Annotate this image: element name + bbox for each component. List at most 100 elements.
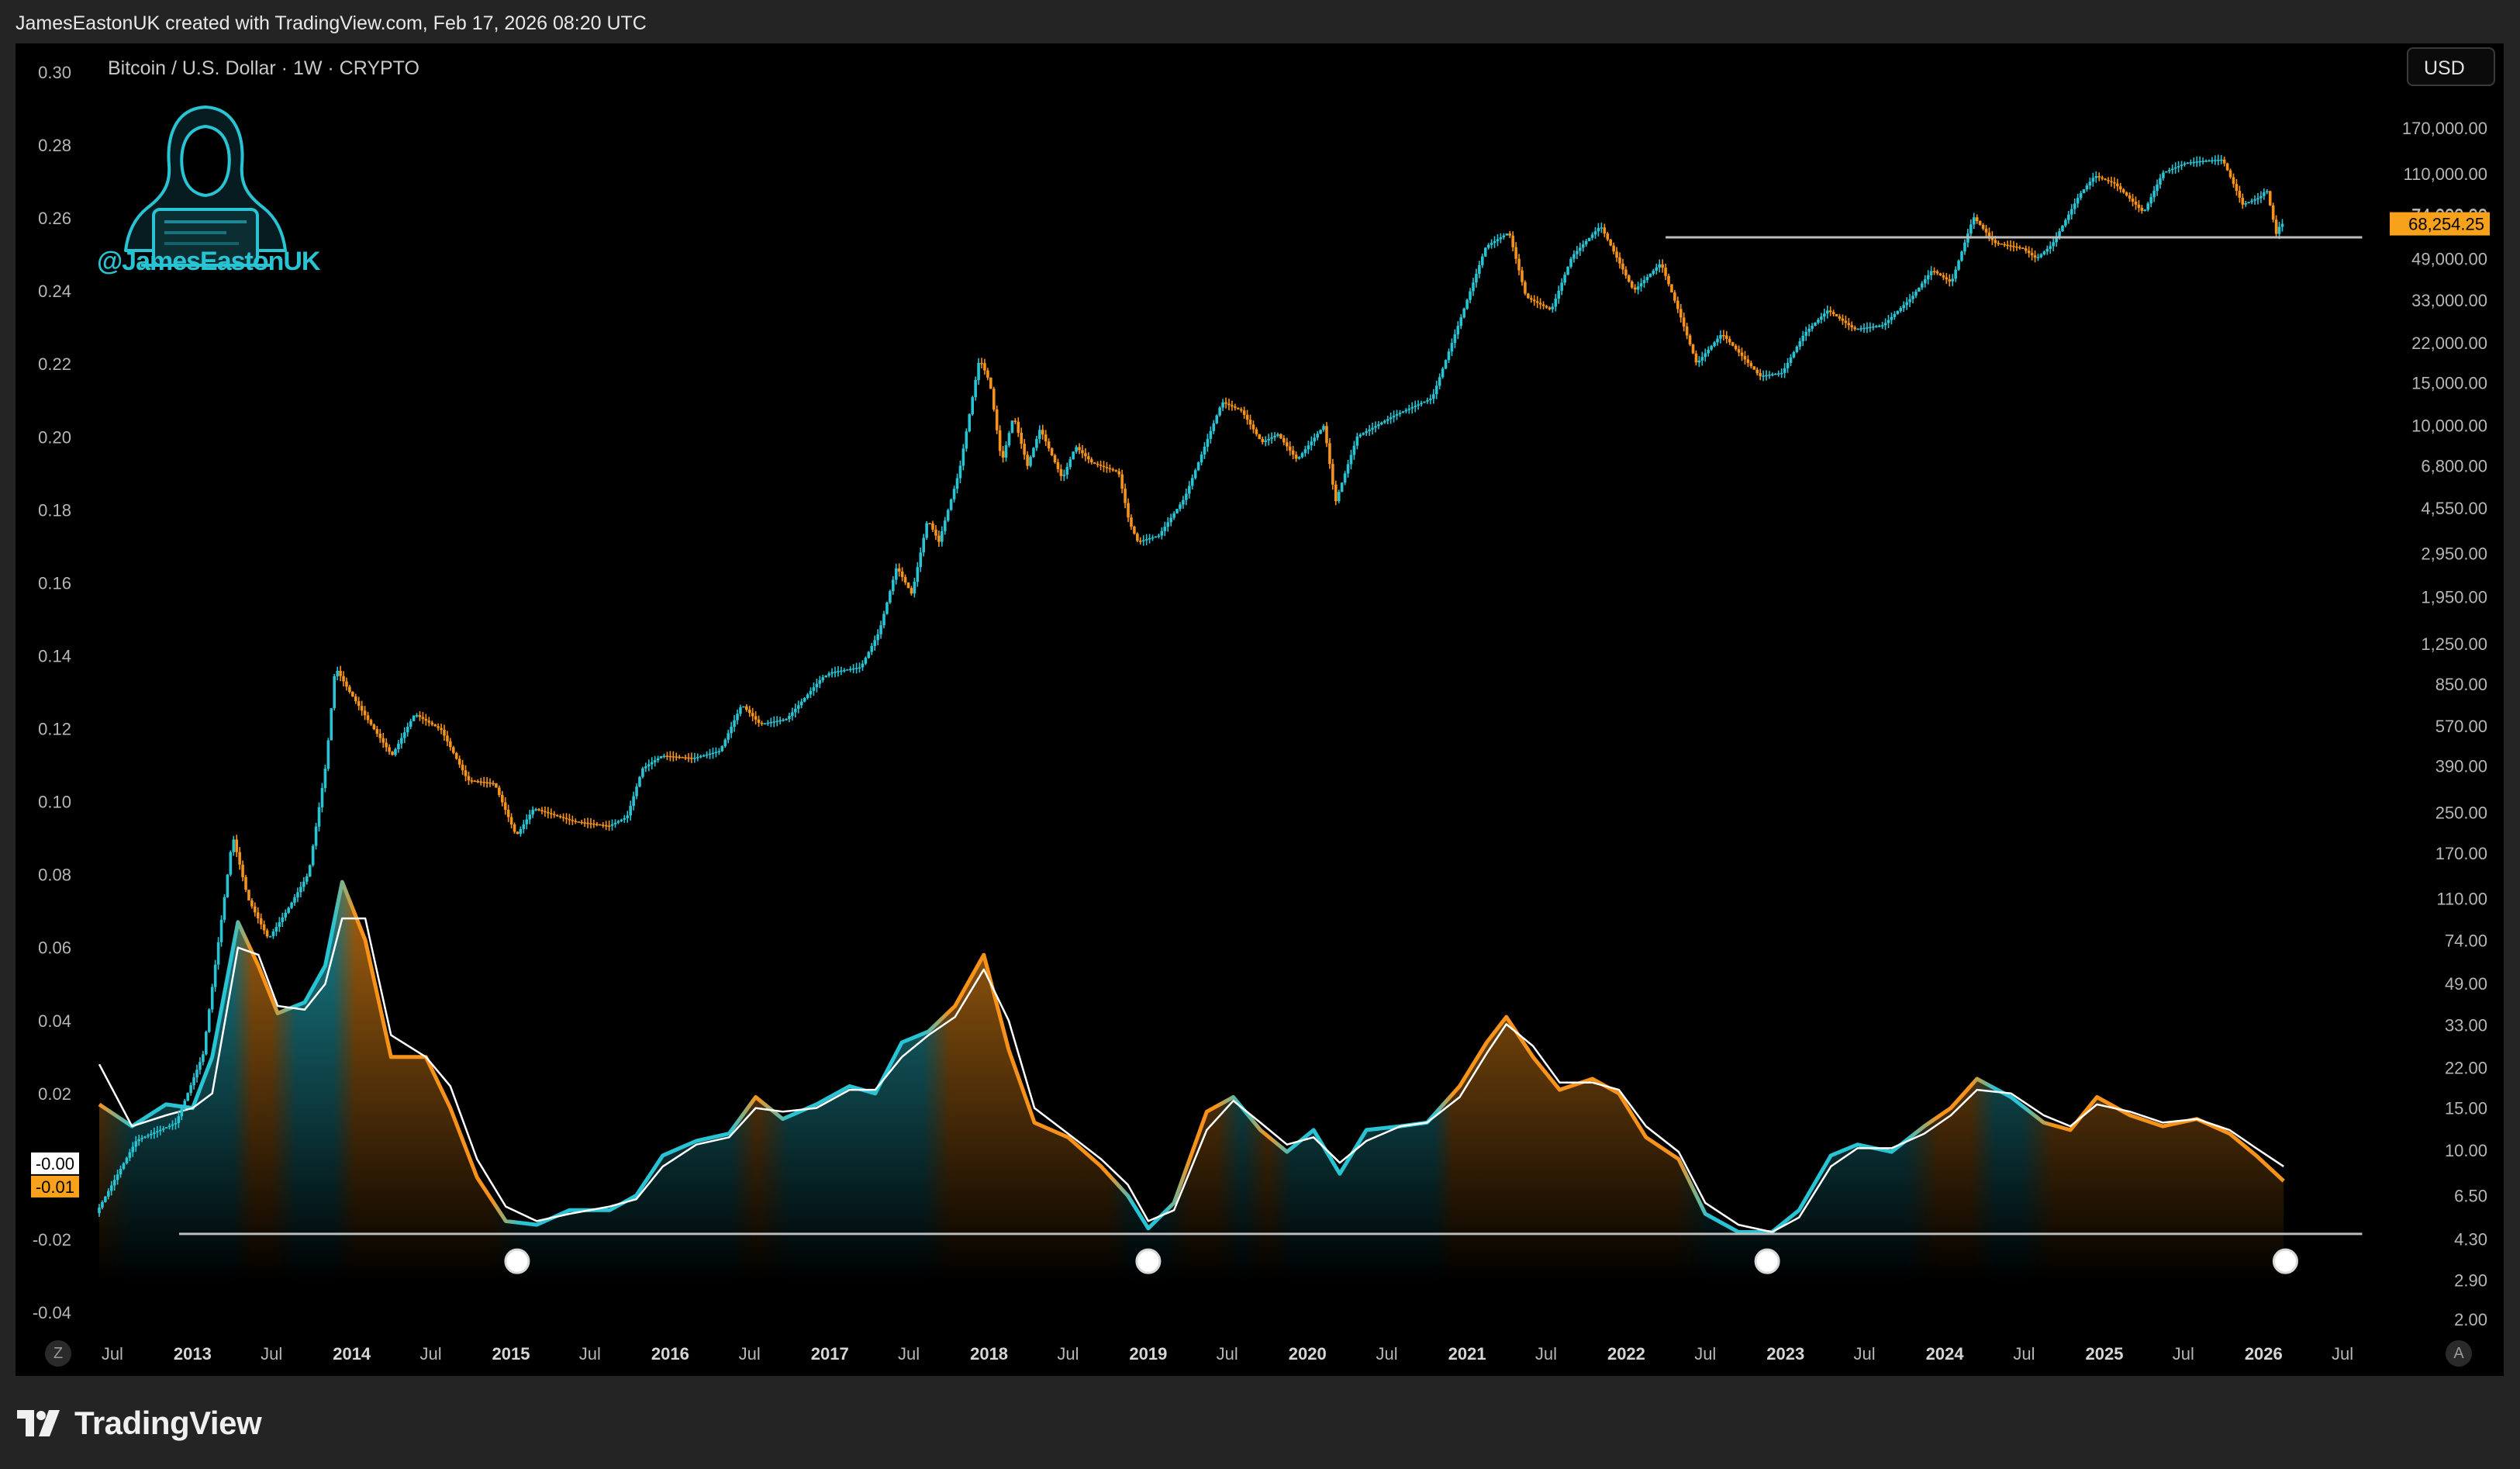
price-candle-body — [2061, 225, 2064, 232]
price-candle-body — [1603, 227, 1607, 234]
right-axis-tick: 2,950.00 — [2421, 544, 2487, 564]
time-axis-tick: 2021 — [1448, 1344, 1486, 1364]
price-candle-body — [1371, 427, 1374, 430]
price-candle-body — [1652, 270, 1655, 275]
price-candle-body — [693, 757, 696, 759]
price-candle-body — [1124, 489, 1127, 503]
price-candle-body — [287, 907, 290, 913]
price-candle-body — [1975, 217, 1979, 222]
price-candle-body — [1248, 420, 1252, 425]
price-candle-body — [1081, 450, 1084, 454]
price-candle-body — [717, 751, 721, 752]
price-candle-body — [1795, 346, 1799, 352]
price-candle-body — [2165, 171, 2168, 173]
price-candle-body — [2049, 246, 2052, 249]
auto-scale-left-button[interactable]: Z — [45, 1340, 71, 1367]
price-candle-body — [2167, 170, 2171, 171]
time-axis-tick: Jul — [1854, 1344, 1876, 1364]
price-candle-body — [1615, 251, 1618, 258]
price-candle-body — [1151, 537, 1155, 539]
price-candle-body — [1606, 233, 1610, 240]
price-candle-body — [1288, 446, 1292, 451]
price-candle-body — [971, 397, 974, 415]
price-candle-body — [1047, 441, 1051, 449]
left-axis-tick: 0.20 — [38, 427, 71, 447]
price-candle-body — [128, 1152, 132, 1158]
oscillator-value-badge — [31, 1175, 79, 1198]
price-candle-body — [1267, 438, 1270, 441]
right-axis-tick: 10,000.00 — [2411, 416, 2487, 435]
price-candle-body — [2156, 184, 2159, 192]
price-candle-body — [2094, 176, 2098, 178]
price-candle-body — [544, 811, 547, 813]
time-axis-tick: Jul — [898, 1344, 920, 1364]
price-candle-body — [547, 812, 550, 814]
time-axis-tick: 2022 — [1607, 1344, 1645, 1364]
tradingview-brand[interactable]: TradingView — [17, 1404, 262, 1443]
price-candle-body — [1502, 235, 1506, 238]
price-candle-body — [616, 821, 620, 823]
price-candle-body — [1190, 478, 1194, 486]
price-candle-body — [1231, 405, 1234, 407]
price-candle-body — [931, 523, 934, 530]
price-candle-body — [788, 715, 791, 720]
price-candle-body — [1175, 509, 1179, 513]
price-candle-body — [1450, 343, 1454, 352]
price-candle-body — [1386, 419, 1389, 421]
price-candle-body — [1322, 426, 1325, 430]
price-candle-body — [2263, 192, 2266, 196]
price-candle-body — [1196, 462, 1200, 471]
price-candle-body — [1737, 349, 1741, 353]
price-candle-body — [400, 738, 403, 744]
price-candle-body — [1013, 420, 1017, 422]
price-candle-body — [107, 1191, 110, 1197]
chart-area[interactable]: 0.30 0.28 0.26 0.24 0.22 0.20 0.18 0.16 0.14 0.12… — [16, 43, 2504, 1376]
price-candle-body — [213, 964, 217, 987]
price-candle-body — [1856, 328, 1859, 330]
price-candle-body — [476, 781, 480, 783]
price-candle-body — [2052, 242, 2055, 247]
price-candle-body — [2024, 248, 2028, 251]
right-axis-tick: 49,000.00 — [2411, 249, 2487, 268]
price-candle-body — [2228, 170, 2232, 178]
price-candle-body — [2000, 243, 2004, 245]
price-candle-body — [1130, 517, 1133, 527]
price-candle-body — [1719, 335, 1722, 339]
price-candle-body — [461, 764, 464, 771]
price-candle-body — [2012, 246, 2015, 247]
tradingview-logo-icon — [17, 1410, 60, 1436]
price-candle-body — [730, 727, 733, 734]
price-candle-body — [385, 742, 388, 748]
price-candle-body — [778, 720, 782, 722]
time-axis-tick: Jul — [579, 1344, 601, 1364]
price-candle-body — [1313, 437, 1317, 442]
price-candle-body — [2274, 219, 2278, 234]
price-candle-body — [1493, 240, 1496, 244]
price-candle-body — [2173, 167, 2177, 169]
auto-scale-right-button[interactable]: A — [2446, 1340, 2472, 1367]
price-candle-body — [974, 380, 977, 398]
price-candle-body — [207, 1009, 211, 1032]
price-candle-body — [1331, 464, 1334, 485]
symbol-title[interactable]: Bitcoin / U.S. Dollar · 1W · CRYPTO — [108, 57, 419, 79]
price-candle-body — [1062, 474, 1066, 476]
currency-button[interactable]: USD — [2407, 47, 2495, 86]
price-candle-body — [1325, 426, 1328, 444]
time-axis-tick: Jul — [2332, 1344, 2353, 1364]
cycle-bottom-marker — [2272, 1248, 2298, 1274]
price-candle-body — [1362, 433, 1365, 435]
price-candle-body — [775, 721, 778, 722]
price-candle-body — [1133, 526, 1136, 534]
price-candle-body — [537, 809, 540, 811]
price-candle-body — [1108, 468, 1112, 469]
price-candle-body — [772, 721, 776, 723]
left-axis-tick: 0.04 — [38, 1011, 71, 1031]
price-candle-body — [552, 814, 556, 816]
price-candle-body — [259, 918, 263, 925]
price-candle-body — [1648, 274, 1652, 278]
price-candle-body — [271, 932, 275, 937]
price-candle-body — [1404, 410, 1408, 412]
price-candle-body — [1358, 434, 1362, 437]
price-candle-body — [161, 1128, 165, 1130]
price-candle-body — [1475, 274, 1478, 283]
